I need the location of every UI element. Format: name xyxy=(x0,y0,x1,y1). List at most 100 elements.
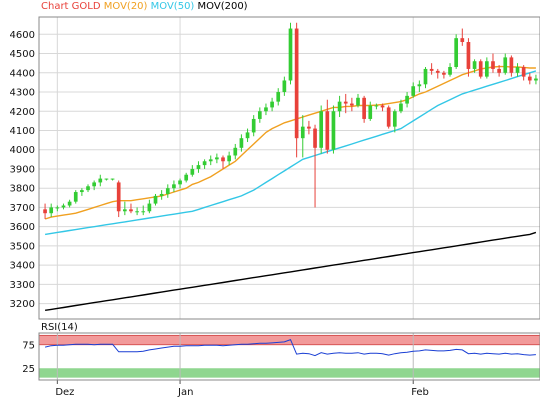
candle-body xyxy=(331,111,336,150)
y-tick-label: 4200 xyxy=(10,107,35,118)
candle-body xyxy=(190,168,195,175)
y-tick-label: 4500 xyxy=(10,49,35,60)
candle-body xyxy=(122,209,127,212)
rsi-line xyxy=(44,338,536,357)
candle-body xyxy=(325,111,330,150)
candle-body xyxy=(503,57,508,73)
candle-body xyxy=(159,193,164,196)
y-tick-label: 4100 xyxy=(10,126,35,137)
series-line-mov-200 xyxy=(44,231,537,311)
y-tick-label: 3600 xyxy=(10,222,35,233)
y-tick-label: 3500 xyxy=(10,241,35,252)
candle-body xyxy=(294,28,299,139)
candle-body xyxy=(374,105,379,107)
candle-body xyxy=(184,174,189,181)
candle-body xyxy=(485,61,489,77)
candle-body xyxy=(61,205,66,208)
candle-body xyxy=(337,101,342,112)
candle-body xyxy=(67,201,72,206)
candle-body xyxy=(282,80,287,93)
candle-body xyxy=(399,103,403,112)
candle-body xyxy=(43,209,47,214)
candle-body xyxy=(491,61,495,69)
candle-body xyxy=(423,68,428,85)
candle-body xyxy=(392,111,397,127)
candle-body xyxy=(405,95,409,104)
rsi-band-oversold xyxy=(39,368,540,378)
candle-body xyxy=(527,76,532,81)
candle-body xyxy=(129,209,133,212)
chart-legend: Chart GOLD MOV(20) MOV(50) MOV(200) xyxy=(41,1,248,12)
legend-mov20: MOV(20) xyxy=(103,1,148,12)
candle-body xyxy=(313,128,317,148)
candle-body xyxy=(472,61,477,69)
candle-body xyxy=(270,101,274,108)
candle-body xyxy=(141,211,146,213)
legend-price: Chart GOLD xyxy=(41,1,101,12)
rsi-plot-frame xyxy=(38,332,540,381)
candle-body xyxy=(257,111,262,119)
candle-body xyxy=(454,38,459,68)
candle-body xyxy=(104,178,109,180)
y-tick-label: 4600 xyxy=(10,30,35,41)
candle-body xyxy=(80,190,84,193)
rsi-y-tick-label: 25 xyxy=(22,364,35,375)
candle-body xyxy=(172,184,176,189)
candle-body xyxy=(448,67,452,75)
candle-body xyxy=(368,105,373,119)
candle-body xyxy=(55,207,60,209)
x-tick-label: Dez xyxy=(55,387,74,398)
candle-body xyxy=(497,68,501,73)
candle-body xyxy=(276,92,281,102)
candle-body xyxy=(165,188,170,194)
y-tick-label: 3300 xyxy=(10,280,35,291)
candle-body xyxy=(233,147,238,156)
candle-body xyxy=(202,161,207,166)
y-tick-label: 4400 xyxy=(10,68,35,79)
candle-body xyxy=(343,101,348,104)
x-tick-label: Feb xyxy=(411,387,429,398)
candle-body xyxy=(49,207,54,214)
candle-body xyxy=(92,182,96,187)
candle-body xyxy=(196,165,201,169)
y-tick-label: 3700 xyxy=(10,203,35,214)
candle-body xyxy=(98,178,103,183)
series-line-mov-50 xyxy=(44,70,537,236)
legend-mov200: MOV(200) xyxy=(197,1,248,12)
candle-body xyxy=(227,155,231,162)
rsi-y-tick-label: 75 xyxy=(22,340,35,351)
candle-body xyxy=(73,192,78,202)
candle-body xyxy=(460,38,465,43)
candle-body xyxy=(208,159,213,162)
rsi-panel-label: RSI(14) xyxy=(41,322,78,333)
candle-body xyxy=(417,84,422,87)
candle-body xyxy=(178,180,182,185)
series-line-mov-20 xyxy=(44,65,536,220)
candle-body xyxy=(221,157,225,162)
candle-body xyxy=(264,107,268,112)
candle-body xyxy=(509,57,514,73)
candle-body xyxy=(386,107,391,127)
candle-body xyxy=(86,186,90,191)
candle-body xyxy=(515,67,520,73)
candle-body xyxy=(251,118,256,133)
y-tick-label: 3800 xyxy=(10,184,35,195)
x-tick-label: Jan xyxy=(177,387,193,398)
candle-body xyxy=(429,68,434,71)
candle-body xyxy=(319,111,324,148)
candle-body xyxy=(350,103,354,106)
candle-body xyxy=(362,97,366,119)
y-tick-label: 3200 xyxy=(10,299,35,310)
candle-body xyxy=(435,70,440,73)
candle-body xyxy=(135,211,139,213)
candle-body xyxy=(380,105,385,108)
candle-body xyxy=(534,78,538,81)
candle-body xyxy=(288,28,293,81)
candle-body xyxy=(521,67,526,77)
y-tick-label: 4300 xyxy=(10,88,35,99)
main-plot-frame xyxy=(38,16,540,320)
candle-body xyxy=(116,182,121,212)
legend-mov50: MOV(50) xyxy=(150,1,195,12)
candle-body xyxy=(307,126,311,129)
